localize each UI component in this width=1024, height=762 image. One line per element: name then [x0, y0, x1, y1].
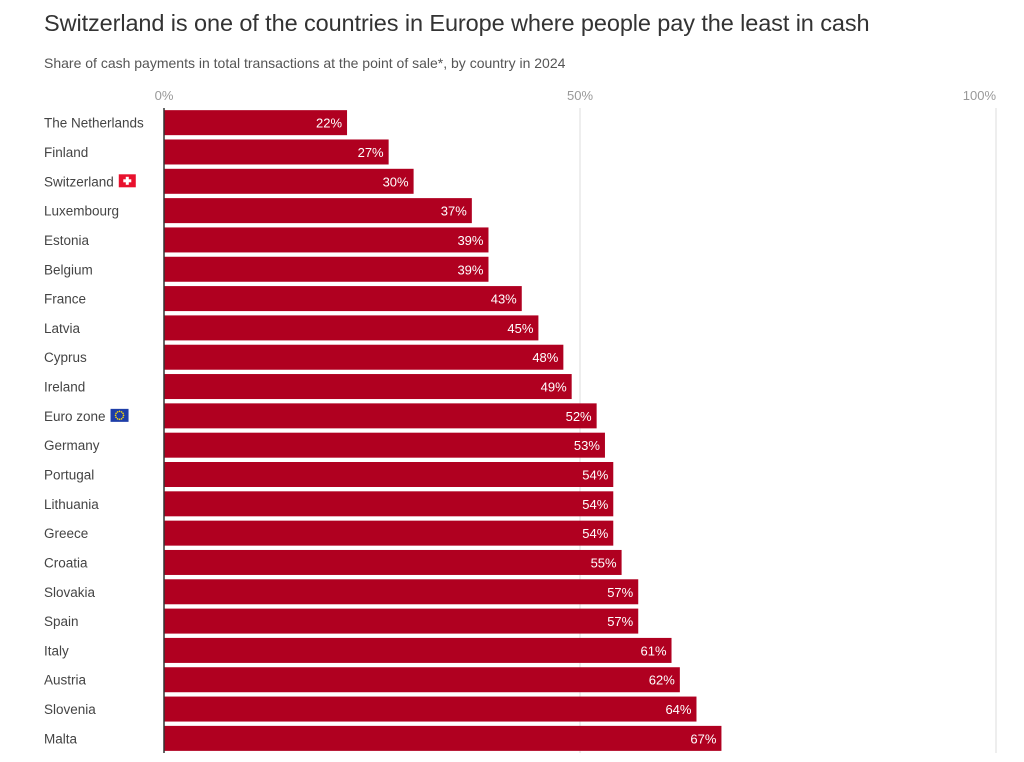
bar-estonia: [164, 227, 489, 253]
eu-flag-icon: [110, 408, 129, 422]
value-labels: 22% 27% 30% 37% 39% 39% 43% 45% 48% 49% 52% 53% 54% 5…: [316, 116, 717, 747]
bar-malta: [164, 725, 722, 751]
bar-euro-zone: [164, 403, 597, 429]
value-label-belgium: 39%: [457, 262, 483, 277]
category-label-estonia: Estonia: [44, 233, 90, 248]
category-label-portugal: Portugal: [44, 468, 94, 483]
bar-france: [164, 286, 522, 312]
value-label-germany: 53%: [574, 438, 600, 453]
bar-greece: [164, 520, 614, 546]
chart-subtitle: Share of cash payments in total transact…: [44, 55, 566, 71]
bar-the-netherlands: [164, 110, 348, 136]
category-label-spain: Spain: [44, 614, 79, 629]
category-label-cyprus: Cyprus: [44, 350, 87, 365]
x-tick-label: 0%: [155, 88, 174, 103]
bar-slovakia: [164, 579, 639, 605]
value-label-malta: 67%: [690, 731, 716, 746]
chart-title: Switzerland is one of the countries in E…: [44, 10, 870, 36]
value-label-latvia: 45%: [507, 321, 533, 336]
value-label-finland: 27%: [358, 145, 384, 160]
value-label-austria: 62%: [649, 673, 675, 688]
category-label-austria: Austria: [44, 673, 87, 688]
category-label-germany: Germany: [44, 438, 100, 453]
value-label-estonia: 39%: [457, 233, 483, 248]
x-tick-label: 50%: [567, 88, 593, 103]
value-label-greece: 54%: [582, 526, 608, 541]
bar-lithuania: [164, 491, 614, 517]
bar-portugal: [164, 462, 614, 487]
category-label-the-netherlands: The Netherlands: [44, 116, 144, 131]
bar-austria: [164, 667, 680, 693]
value-label-lithuania: 54%: [582, 497, 608, 512]
category-label-italy: Italy: [44, 643, 69, 658]
value-label-switzerland: 30%: [383, 174, 409, 189]
bar-cyprus: [164, 344, 564, 370]
bar-belgium: [164, 256, 489, 282]
category-label-france: France: [44, 292, 86, 307]
value-label-the-netherlands: 22%: [316, 116, 342, 131]
value-label-croatia: 55%: [591, 555, 617, 570]
value-label-france: 43%: [491, 292, 517, 307]
x-tick-label: 100%: [963, 88, 997, 103]
bars: [164, 110, 722, 751]
bar-finland: [164, 139, 389, 165]
category-label-malta: Malta: [44, 731, 78, 746]
value-label-slovenia: 64%: [665, 702, 691, 717]
category-label-slovakia: Slovakia: [44, 585, 96, 600]
category-label-greece: Greece: [44, 526, 88, 541]
value-label-cyprus: 48%: [532, 350, 558, 365]
value-label-slovakia: 57%: [607, 585, 633, 600]
value-label-italy: 61%: [640, 643, 666, 658]
x-axis-ticks: 0% 50% 100%: [155, 88, 997, 103]
bar-latvia: [164, 315, 539, 341]
category-label-latvia: Latvia: [44, 321, 81, 336]
category-label-slovenia: Slovenia: [44, 702, 96, 717]
category-label-switzerland: Switzerland: [44, 174, 114, 189]
value-label-ireland: 49%: [541, 380, 567, 395]
category-label-finland: Finland: [44, 145, 88, 160]
bar-switzerland: [164, 168, 414, 194]
category-label-lithuania: Lithuania: [44, 497, 99, 512]
category-label-ireland: Ireland: [44, 380, 85, 395]
value-label-luxembourg: 37%: [441, 204, 467, 219]
bar-slovenia: [164, 696, 697, 722]
bar-luxembourg: [164, 198, 472, 224]
bar-italy: [164, 637, 672, 663]
bar-spain: [164, 608, 639, 634]
swiss-flag-icon: [118, 174, 136, 188]
category-label-belgium: Belgium: [44, 262, 93, 277]
category-label-croatia: Croatia: [44, 555, 88, 570]
bar-germany: [164, 432, 605, 458]
value-label-spain: 57%: [607, 614, 633, 629]
category-label-euro-zone: Euro zone: [44, 409, 106, 424]
category-labels: The Netherlands Finland Switzerland Luxembo…: [44, 116, 144, 747]
value-label-portugal: 54%: [582, 468, 608, 483]
category-label-luxembourg: Luxembourg: [44, 204, 119, 219]
bar-ireland: [164, 374, 572, 400]
value-label-euro-zone: 52%: [566, 409, 592, 424]
bar-croatia: [164, 549, 622, 575]
